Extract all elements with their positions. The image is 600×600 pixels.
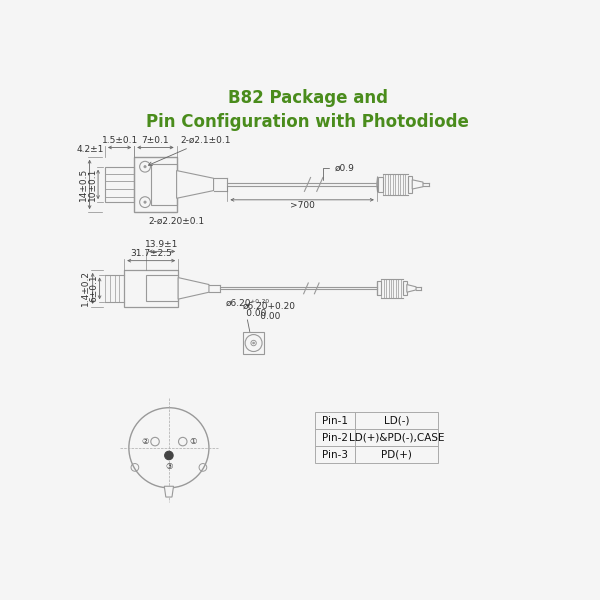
Text: ①: ① [189, 437, 196, 446]
Bar [146, 275, 178, 301]
Bar [355, 412, 439, 429]
Bar [315, 412, 355, 429]
Bar [151, 164, 176, 205]
Bar [124, 270, 178, 307]
Text: 6±0.1: 6±0.1 [89, 275, 98, 302]
Text: ③: ③ [165, 463, 173, 472]
Polygon shape [178, 278, 209, 299]
Circle shape [144, 166, 146, 168]
Circle shape [164, 451, 173, 460]
Text: LD(-): LD(-) [384, 416, 410, 426]
Text: LD(+)&PD(-),CASE: LD(+)&PD(-),CASE [349, 433, 445, 443]
Polygon shape [176, 170, 214, 198]
Text: 2-ø2.1±0.1: 2-ø2.1±0.1 [148, 136, 231, 166]
Text: 1.4±0.2: 1.4±0.2 [82, 271, 91, 307]
Text: ②: ② [142, 437, 149, 446]
Text: 14±0.5: 14±0.5 [79, 168, 88, 201]
Text: 2-ø2.20±0.1: 2-ø2.20±0.1 [148, 217, 204, 226]
Bar [315, 429, 355, 446]
Polygon shape [164, 486, 173, 497]
Text: ø6.20⁺⁰⋅²⁰
      0.00: ø6.20⁺⁰⋅²⁰ 0.00 [226, 299, 269, 319]
Circle shape [253, 342, 254, 344]
Text: Pin-1: Pin-1 [322, 416, 348, 426]
Bar [355, 446, 439, 463]
Bar [403, 281, 407, 295]
Bar [355, 429, 439, 446]
Text: PD(+): PD(+) [382, 449, 412, 460]
Bar [134, 157, 176, 212]
Text: Pin-2: Pin-2 [322, 433, 348, 443]
Text: 10±0.1: 10±0.1 [88, 168, 97, 201]
Text: B82 Package and
Pin Configuration with Photodiode: B82 Package and Pin Configuration with P… [146, 89, 469, 131]
Bar [315, 446, 355, 463]
Text: ø0.9: ø0.9 [323, 164, 355, 180]
Text: 13.9±1: 13.9±1 [145, 240, 179, 249]
Text: Pin-3: Pin-3 [322, 449, 348, 460]
Bar [105, 167, 134, 202]
Text: 31.7±2.5: 31.7±2.5 [130, 250, 172, 259]
Polygon shape [412, 180, 423, 189]
Text: >700: >700 [290, 202, 314, 211]
Bar [377, 177, 383, 192]
Text: 4.2±1: 4.2±1 [76, 145, 103, 154]
Circle shape [144, 201, 146, 203]
Bar [377, 281, 382, 295]
Text: 1.5±0.1: 1.5±0.1 [101, 136, 138, 145]
Text: ø6.20+0.20
      0.00: ø6.20+0.20 0.00 [243, 302, 296, 322]
Text: 7±0.1: 7±0.1 [142, 136, 169, 145]
Polygon shape [407, 284, 416, 292]
Bar [243, 332, 265, 354]
Bar [407, 176, 412, 193]
